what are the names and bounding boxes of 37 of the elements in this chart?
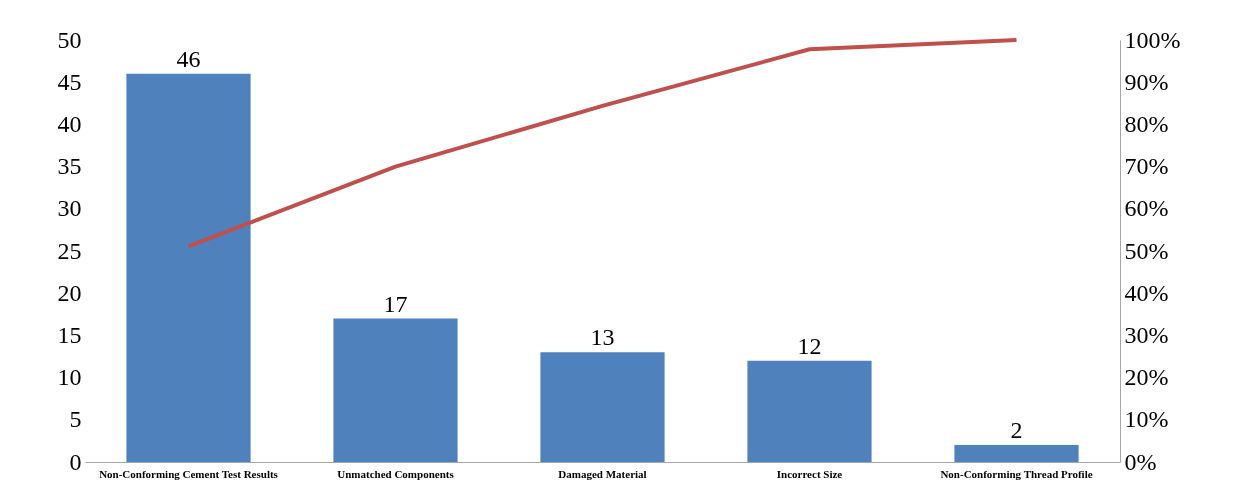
data-label: 2 <box>1010 417 1023 444</box>
y-tick-label: 30 <box>57 195 82 222</box>
x-tick-label: Non-Conforming Thread Profile <box>940 467 1093 480</box>
y-tick-label: 35 <box>57 153 82 180</box>
y2-tick-label: 70% <box>1124 153 1169 180</box>
x-tick-label: Non-Conforming Cement Test Results <box>99 467 279 480</box>
y-tick-label: 10 <box>57 364 82 391</box>
y2-tick-label: 90% <box>1124 68 1169 95</box>
data-label: 46 <box>176 45 201 72</box>
y2-tick-label: 50% <box>1124 237 1169 264</box>
y2-tick-label: 40% <box>1124 279 1169 306</box>
y-tick-label: 50 <box>57 26 82 53</box>
y2-tick-label: 20% <box>1124 364 1169 391</box>
y-tick-label: 0 <box>69 448 82 475</box>
bar <box>747 360 872 462</box>
y2-tick-label: 10% <box>1124 406 1169 433</box>
data-label: 13 <box>590 324 615 351</box>
y-tick-label: 15 <box>57 321 82 348</box>
y-tick-label: 25 <box>57 237 82 264</box>
y2-tick-label: 100% <box>1124 26 1181 53</box>
y-tick-label: 40 <box>57 110 82 137</box>
y2-tick-label: 30% <box>1124 321 1169 348</box>
y2-tick-label: 0% <box>1124 448 1157 475</box>
y-tick-label: 5 <box>69 406 82 433</box>
y-tick-label: 45 <box>57 68 82 95</box>
bar <box>954 445 1079 462</box>
bar <box>126 73 251 462</box>
y2-tick-label: 60% <box>1124 195 1169 222</box>
bar <box>540 352 665 462</box>
y2-tick-label: 80% <box>1124 110 1169 137</box>
bar <box>333 318 458 462</box>
data-label: 17 <box>383 290 408 317</box>
y-tick-label: 20 <box>57 279 82 306</box>
data-label: 12 <box>797 332 822 359</box>
x-tick-label: Damaged Material <box>558 467 647 480</box>
x-tick-label: Unmatched Components <box>337 467 455 480</box>
x-tick-label: Incorrect Size <box>776 467 843 480</box>
